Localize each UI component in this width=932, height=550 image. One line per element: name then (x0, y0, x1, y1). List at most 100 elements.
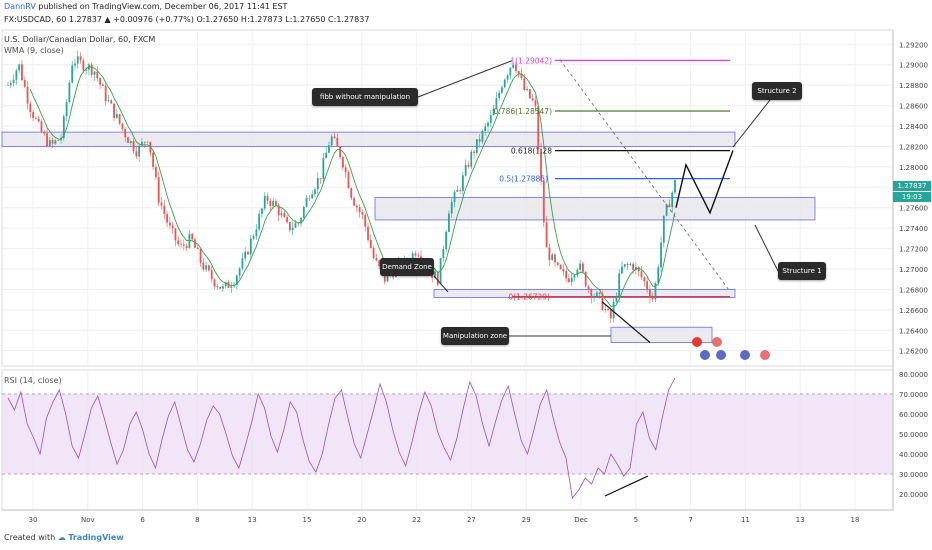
event-flag-icon[interactable] (692, 337, 702, 347)
candle-body (512, 64, 515, 68)
candle-body (540, 148, 542, 181)
wma-legend[interactable]: WMA (9, close) (4, 46, 64, 55)
candle-body (291, 227, 294, 231)
fib-label-786: 0.786(1.28547) (494, 107, 552, 116)
x-tick-label: 30 (29, 516, 38, 524)
candle-body (51, 140, 54, 144)
author-name[interactable]: DannRV (4, 2, 36, 11)
candle-body (124, 128, 127, 138)
candle-body (439, 258, 442, 285)
candle-body (275, 201, 277, 206)
note-structure-2[interactable]: Structure 2 (752, 82, 802, 100)
x-tick-label: 7 (688, 516, 692, 524)
candle-body (526, 89, 528, 90)
x-tick-label: 6 (140, 516, 145, 524)
candle-body (219, 286, 222, 289)
candle-body (328, 145, 330, 153)
candle-body (660, 242, 662, 268)
candle-body (609, 310, 612, 319)
event-flag-icon[interactable] (740, 350, 750, 360)
candle-body (450, 201, 453, 214)
x-tick-label: Dec (574, 516, 588, 524)
candle-body (221, 286, 224, 289)
x-tick-label: 13 (248, 516, 257, 524)
candle-body (185, 245, 188, 248)
candle-body (417, 255, 420, 257)
candle-body (648, 290, 651, 298)
price-tick-label: 1.26400 (899, 327, 928, 335)
candle-body (316, 178, 319, 190)
candle-body (79, 56, 82, 61)
candle-body (135, 151, 138, 157)
candle-body (612, 301, 615, 319)
candle-body (160, 202, 163, 206)
candle-body (662, 215, 665, 243)
note-structure-1[interactable]: Structure 1 (778, 262, 826, 280)
note-fibb[interactable]: fibb without manipulation zone (312, 88, 418, 119)
drawings (417, 59, 779, 343)
candle-body (590, 289, 593, 298)
candle-body (364, 214, 367, 227)
candle-body (411, 253, 414, 263)
wma-polyline (29, 66, 676, 307)
candle-body (277, 205, 280, 216)
note-manipulation-zone[interactable]: Manipulation zone (441, 327, 509, 345)
footer-brand[interactable]: TradingView (68, 533, 124, 542)
candle-body (386, 273, 389, 282)
candle-body (517, 71, 520, 74)
x-tick-label: Nov (81, 516, 95, 524)
candle-body (467, 164, 470, 167)
price-tick-label: 1.26200 (899, 348, 928, 356)
candle-body (263, 195, 266, 209)
x-tick-label: 15 (303, 516, 312, 524)
price-tick-label: 1.27000 (899, 266, 928, 274)
ohlc-line: FX:USDCAD, 60 1.27837 ▲ +0.00976 (+0.77%… (4, 15, 370, 24)
candle-body (208, 265, 210, 271)
rsi-pane (2, 377, 893, 499)
fib-label-0: 0(1.26729) (508, 293, 550, 302)
event-flag-icon[interactable] (712, 337, 722, 347)
candle-body (534, 100, 537, 107)
candle-body (344, 167, 347, 173)
candle-body (194, 239, 196, 248)
candle-body (523, 77, 526, 90)
candle-body (473, 151, 475, 154)
candle-body (244, 251, 247, 259)
candle-body (651, 297, 654, 300)
candle-body (74, 63, 76, 66)
event-flag-icon[interactable] (700, 350, 710, 360)
tradingview-logo-icon[interactable]: ☁ (57, 533, 69, 542)
projection-path (675, 150, 734, 215)
candle-body (495, 98, 498, 109)
price-tick-label: 1.28000 (899, 164, 928, 172)
candle-body (85, 69, 88, 71)
candle-body (322, 158, 325, 179)
candle-body (157, 177, 160, 203)
candle-body (598, 292, 601, 294)
event-flag-icon[interactable] (716, 350, 726, 360)
rsi-tick-label: 40.0000 (899, 451, 928, 459)
published-text: published on TradingView.com, December 0… (38, 2, 288, 11)
fib-label-1: 1(1.29042) (510, 56, 552, 65)
candle-body (487, 122, 489, 127)
header-author[interactable]: DannRV published on TradingView.com, Dec… (4, 2, 287, 11)
candle-body (319, 178, 322, 179)
candle-body (537, 106, 540, 149)
candle-body (300, 218, 302, 224)
candle-body (280, 213, 283, 216)
event-flag-icon[interactable] (760, 350, 770, 360)
note-demand-zone[interactable]: Demand Zone (380, 258, 434, 276)
callout-pointer (417, 60, 513, 98)
candle-body (336, 137, 339, 147)
x-tick-label: 11 (741, 516, 750, 524)
candle-body (570, 277, 573, 282)
price-tick-label: 1.28800 (899, 82, 928, 90)
candle-body (168, 222, 171, 226)
rsi-legend[interactable]: RSI (14, close) (4, 376, 62, 385)
candle-body (26, 86, 29, 104)
candle-body (37, 118, 40, 122)
fib-label-618: 0.618(1.28 (511, 147, 552, 156)
candle-body (155, 166, 157, 178)
candle-body (71, 65, 74, 83)
